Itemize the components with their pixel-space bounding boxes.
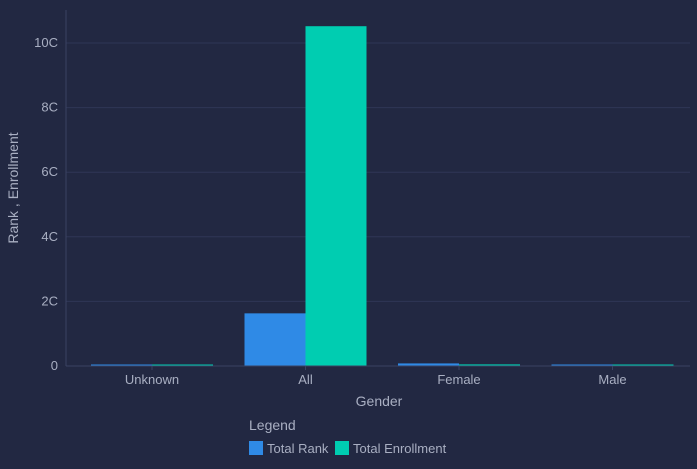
x-tick-labels: Unknown All Female Male: [125, 366, 627, 387]
grid-lines: [66, 42, 690, 302]
bar-total-rank-female[interactable]: [398, 363, 459, 366]
axes: [65, 10, 690, 367]
bar-total-rank-all[interactable]: [244, 313, 306, 366]
legend-item-total-rank[interactable]: Total Rank: [249, 441, 329, 456]
legend-label-total-rank: Total Rank: [267, 441, 329, 456]
y-tick-label: 8C: [41, 100, 58, 115]
x-tick-label: Male: [598, 372, 626, 387]
x-axis-title: Gender: [356, 393, 403, 409]
bar-total-enrollment-female[interactable]: [459, 364, 520, 366]
y-tick-label: 10C: [34, 35, 58, 50]
legend: Legend Total Rank Total Enrollment: [249, 417, 447, 456]
bars: [91, 26, 674, 366]
y-axis-title: Rank , Enrollment: [5, 132, 21, 243]
y-tick-label: 6C: [41, 164, 58, 179]
x-tick-label: Unknown: [125, 372, 179, 387]
legend-title: Legend: [249, 417, 296, 433]
legend-item-total-enrollment[interactable]: Total Enrollment: [335, 441, 447, 456]
legend-swatch-total-rank: [249, 441, 263, 455]
x-tick-label: All: [298, 372, 313, 387]
bar-total-enrollment-all[interactable]: [305, 26, 367, 366]
bar-total-enrollment-unknown[interactable]: [152, 364, 213, 367]
y-tick-label: 0: [51, 358, 58, 373]
y-tick-labels: 0 2C 4C 6C 8C 10C: [34, 35, 58, 373]
legend-label-total-enrollment: Total Enrollment: [353, 441, 447, 456]
bar-total-enrollment-male[interactable]: [612, 364, 674, 367]
legend-swatch-total-enrollment: [335, 441, 349, 455]
y-tick-label: 2C: [41, 293, 58, 308]
y-tick-label: 4C: [41, 229, 58, 244]
bar-total-rank-male[interactable]: [551, 364, 613, 367]
bar-total-rank-unknown[interactable]: [91, 364, 152, 367]
x-tick-label: Female: [437, 372, 480, 387]
